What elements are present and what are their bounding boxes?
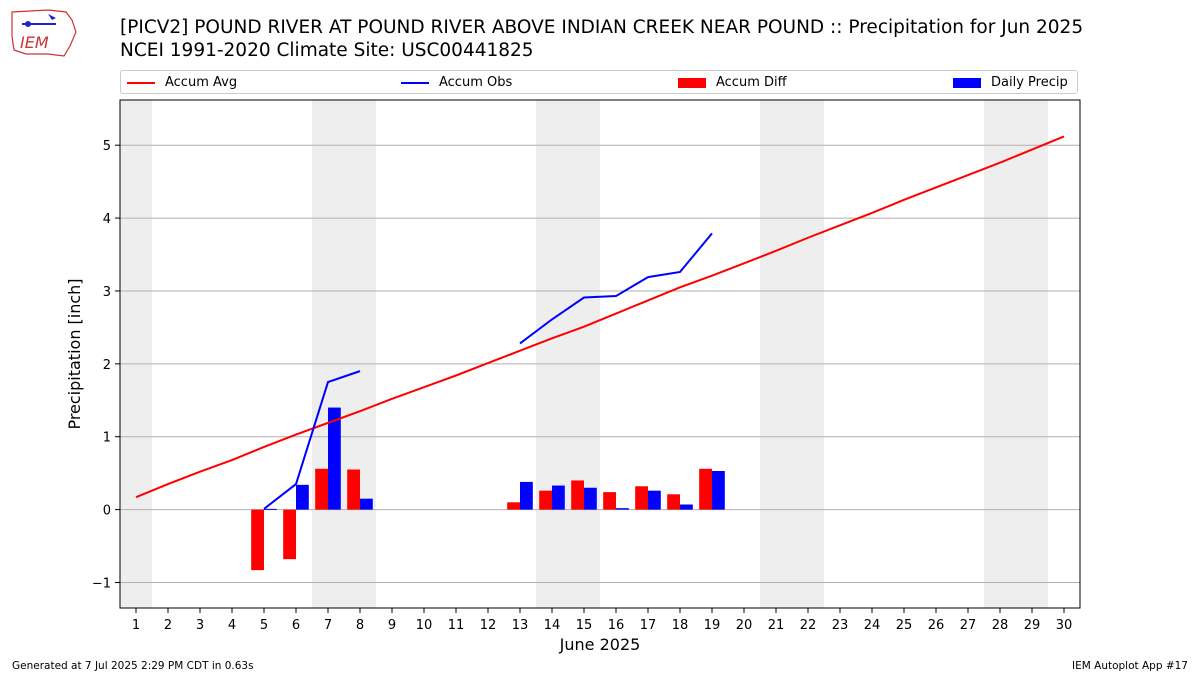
x-tick-label: 19 <box>704 618 721 633</box>
x-tick-label: 23 <box>832 618 849 633</box>
accum-diff-bar <box>347 469 360 510</box>
daily-precip-bar <box>360 498 373 510</box>
chart-legend: Accum Avg Accum Obs Accum Diff Daily Pre… <box>120 70 1078 94</box>
x-tick-label: 20 <box>736 618 753 633</box>
legend-item-accum-diff: Accum Diff <box>678 74 787 92</box>
x-tick-label: 25 <box>896 618 913 633</box>
x-tick-label: 27 <box>960 618 977 633</box>
accum-diff-bar <box>667 494 680 510</box>
daily-precip-bar <box>296 484 309 510</box>
logo-lettering: IEM <box>20 33 49 52</box>
legend-swatch <box>678 77 706 88</box>
y-tick-label: 5 <box>103 139 111 154</box>
legend-swatch <box>401 81 429 84</box>
x-tick-label: 9 <box>388 618 396 633</box>
weekend-shade <box>120 100 152 608</box>
weekend-shade <box>312 100 376 608</box>
x-tick-label: 11 <box>448 618 465 633</box>
x-tick-label: 12 <box>480 618 497 633</box>
legend-label: Accum Obs <box>439 75 513 90</box>
y-axis-label: Precipitation [inch] <box>65 278 84 429</box>
autoplot-credit: IEM Autoplot App #17 <box>1072 660 1188 672</box>
legend-item-daily-precip: Daily Precip <box>953 74 1068 92</box>
accum-diff-bar <box>699 468 712 510</box>
weekend-shade <box>760 100 824 608</box>
x-tick-label: 22 <box>800 618 817 633</box>
weekend-shade <box>536 100 600 608</box>
plot-frame <box>119 99 1081 609</box>
accum-diff-bar <box>571 480 584 510</box>
x-tick-label: 28 <box>992 618 1009 633</box>
daily-precip-bar <box>648 490 661 510</box>
x-tick-label: 6 <box>292 618 300 633</box>
legend-label: Accum Avg <box>165 75 238 90</box>
chart-title: [PICV2] POUND RIVER AT POUND RIVER ABOVE… <box>120 17 1084 38</box>
y-tick-label: 1 <box>103 431 111 446</box>
x-tick-label: 13 <box>512 618 529 633</box>
legend-swatch <box>953 77 981 88</box>
daily-precip-bar <box>552 485 565 510</box>
daily-precip-bar <box>264 508 277 510</box>
x-tick-label: 21 <box>768 618 785 633</box>
accum-diff-bar <box>635 486 648 510</box>
legend-item-accum-avg: Accum Avg <box>127 74 237 92</box>
accum-diff-bar <box>251 509 264 571</box>
x-tick-label: 5 <box>260 618 268 633</box>
x-tick-label: 18 <box>672 618 689 633</box>
x-axis-label: June 2025 <box>559 635 641 654</box>
x-tick-label: 10 <box>416 618 433 633</box>
x-tick-label: 3 <box>196 618 204 633</box>
x-tick-label: 17 <box>640 618 657 633</box>
daily-precip-bar <box>328 407 341 510</box>
x-tick-label: 30 <box>1056 618 1073 633</box>
accum-diff-bar <box>603 492 616 510</box>
x-tick-label: 7 <box>324 618 332 633</box>
accum-diff-bar <box>539 490 552 510</box>
weekend-shade <box>984 100 1048 608</box>
accum-diff-bar <box>315 468 328 510</box>
x-tick-label: 26 <box>928 618 945 633</box>
accum-diff-bar <box>283 509 296 560</box>
y-tick-label: 4 <box>103 212 111 227</box>
x-tick-label: 14 <box>544 618 561 633</box>
daily-precip-bar <box>520 481 533 510</box>
x-tick-label: 15 <box>576 618 593 633</box>
daily-precip-bar <box>712 470 725 510</box>
accum-obs-line <box>519 232 713 345</box>
legend-label: Daily Precip <box>991 75 1068 90</box>
generated-timestamp: Generated at 7 Jul 2025 2:29 PM CDT in 0… <box>12 660 254 672</box>
legend-swatch <box>127 81 155 84</box>
x-tick-label: 16 <box>608 618 625 633</box>
chart-subtitle: NCEI 1991-2020 Climate Site: USC00441825 <box>120 40 534 61</box>
accum-diff-bar <box>507 502 520 510</box>
accum-avg-line <box>135 135 1065 499</box>
iem-logo: IEM <box>11 9 77 57</box>
x-tick-label: 24 <box>864 618 881 633</box>
legend-label: Accum Diff <box>716 75 787 90</box>
x-tick-label: 8 <box>356 618 364 633</box>
accum-obs-line <box>263 370 361 510</box>
y-tick-label: 3 <box>103 285 111 300</box>
x-tick-label: 2 <box>164 618 172 633</box>
daily-precip-bar <box>616 508 629 510</box>
x-tick-label: 1 <box>132 618 140 633</box>
legend-item-accum-obs: Accum Obs <box>401 74 512 92</box>
x-tick-label: 29 <box>1024 618 1041 633</box>
y-tick-label: 0 <box>103 504 111 519</box>
y-tick-label: −1 <box>92 576 111 591</box>
y-tick-label: 2 <box>103 358 111 373</box>
daily-precip-bar <box>584 487 597 510</box>
x-tick-label: 4 <box>228 618 236 633</box>
daily-precip-bar <box>680 504 693 510</box>
